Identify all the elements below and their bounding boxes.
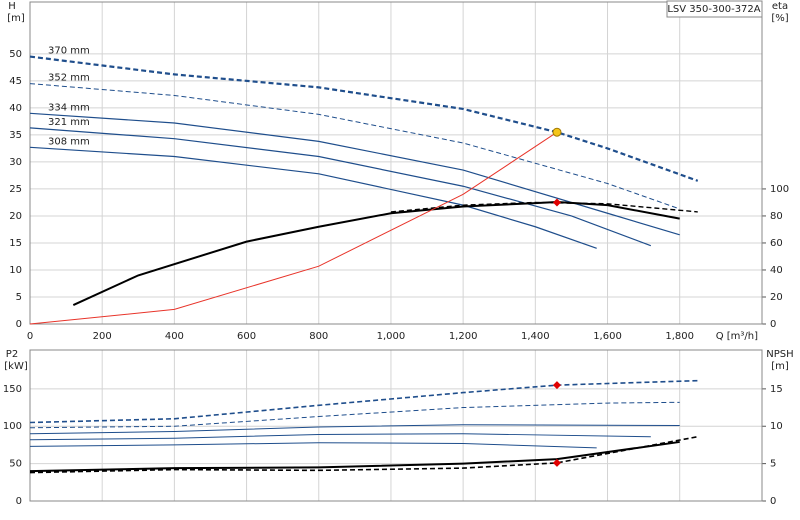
curve <box>29 55 699 182</box>
plot-frame <box>29 1 763 325</box>
y2-axis-label: eta <box>772 1 788 12</box>
y2-axis-unit: [%] <box>771 13 788 24</box>
x-tick-label: 200 <box>93 331 112 342</box>
x-tick-label: 600 <box>237 331 256 342</box>
y2-tick-label: 5 <box>770 459 776 470</box>
curve <box>29 435 698 474</box>
y-tick-label: 50 <box>9 49 22 60</box>
curve-label: 334 mm <box>48 102 90 113</box>
x-tick-label: 400 <box>165 331 184 342</box>
y-axis-unit: [kW] <box>4 361 28 372</box>
y2-tick-label: 60 <box>770 238 783 249</box>
curve <box>29 440 680 473</box>
curve <box>390 201 698 213</box>
y-tick-label: 50 <box>9 459 22 470</box>
y-tick-label: 0 <box>16 496 22 507</box>
plot-frame <box>29 349 763 502</box>
x-tick-label: 1,600 <box>593 331 622 342</box>
curve <box>29 433 651 441</box>
duty-point <box>552 381 561 390</box>
curve <box>29 112 680 236</box>
curve <box>29 424 680 435</box>
y-tick-label: 0 <box>16 319 22 330</box>
duty-point <box>552 127 562 137</box>
y-tick-label: 100 <box>3 421 22 432</box>
x-tick-label: 800 <box>309 331 328 342</box>
x-tick-label: 1,000 <box>377 331 406 342</box>
curve <box>29 127 652 247</box>
title-box <box>666 0 763 18</box>
curve <box>29 401 680 429</box>
curve-label: 308 mm <box>48 136 90 147</box>
y-tick-label: 40 <box>9 103 22 114</box>
y-tick-label: 5 <box>16 292 22 303</box>
y-tick-label: 25 <box>9 184 22 195</box>
y-axis-label: H <box>8 1 16 12</box>
y2-tick-label: 0 <box>770 319 776 330</box>
y-tick-label: 35 <box>9 130 22 141</box>
y2-tick-label: 20 <box>770 292 783 303</box>
y-axis-label: P2 <box>6 349 18 360</box>
y2-tick-label: 10 <box>770 421 783 432</box>
curve-label: 352 mm <box>48 73 90 84</box>
curve <box>29 442 597 449</box>
y-tick-label: 10 <box>9 265 22 276</box>
y2-axis-unit: [m] <box>771 361 789 372</box>
x-axis-label: Q [m³/h] <box>716 331 758 342</box>
duty-point <box>552 458 561 467</box>
title: LSV 350-300-372A <box>667 4 760 15</box>
curve <box>29 379 698 424</box>
duty-point <box>552 198 561 207</box>
y-tick-label: 30 <box>9 157 22 168</box>
y-tick-label: 150 <box>3 384 22 395</box>
y2-tick-label: 0 <box>770 496 776 507</box>
curve <box>29 131 558 325</box>
y-tick-label: 20 <box>9 211 22 222</box>
curve <box>72 201 680 307</box>
y2-tick-label: 40 <box>770 265 783 276</box>
x-tick-label: 1,400 <box>521 331 550 342</box>
y-tick-label: 45 <box>9 76 22 87</box>
y2-axis-label: NPSH <box>766 349 793 360</box>
curve-label: 321 mm <box>48 117 90 128</box>
y-tick-label: 15 <box>9 238 22 249</box>
x-tick-label: 1,200 <box>449 331 478 342</box>
curve <box>29 146 597 249</box>
curve <box>29 83 680 210</box>
y2-tick-label: 80 <box>770 211 783 222</box>
x-tick-label: 1,800 <box>665 331 694 342</box>
y2-tick-label: 100 <box>770 184 789 195</box>
x-tick-label: 0 <box>27 331 33 342</box>
y2-tick-label: 15 <box>770 384 783 395</box>
curve-label: 370 mm <box>48 46 90 57</box>
y-axis-unit: [m] <box>7 13 25 24</box>
